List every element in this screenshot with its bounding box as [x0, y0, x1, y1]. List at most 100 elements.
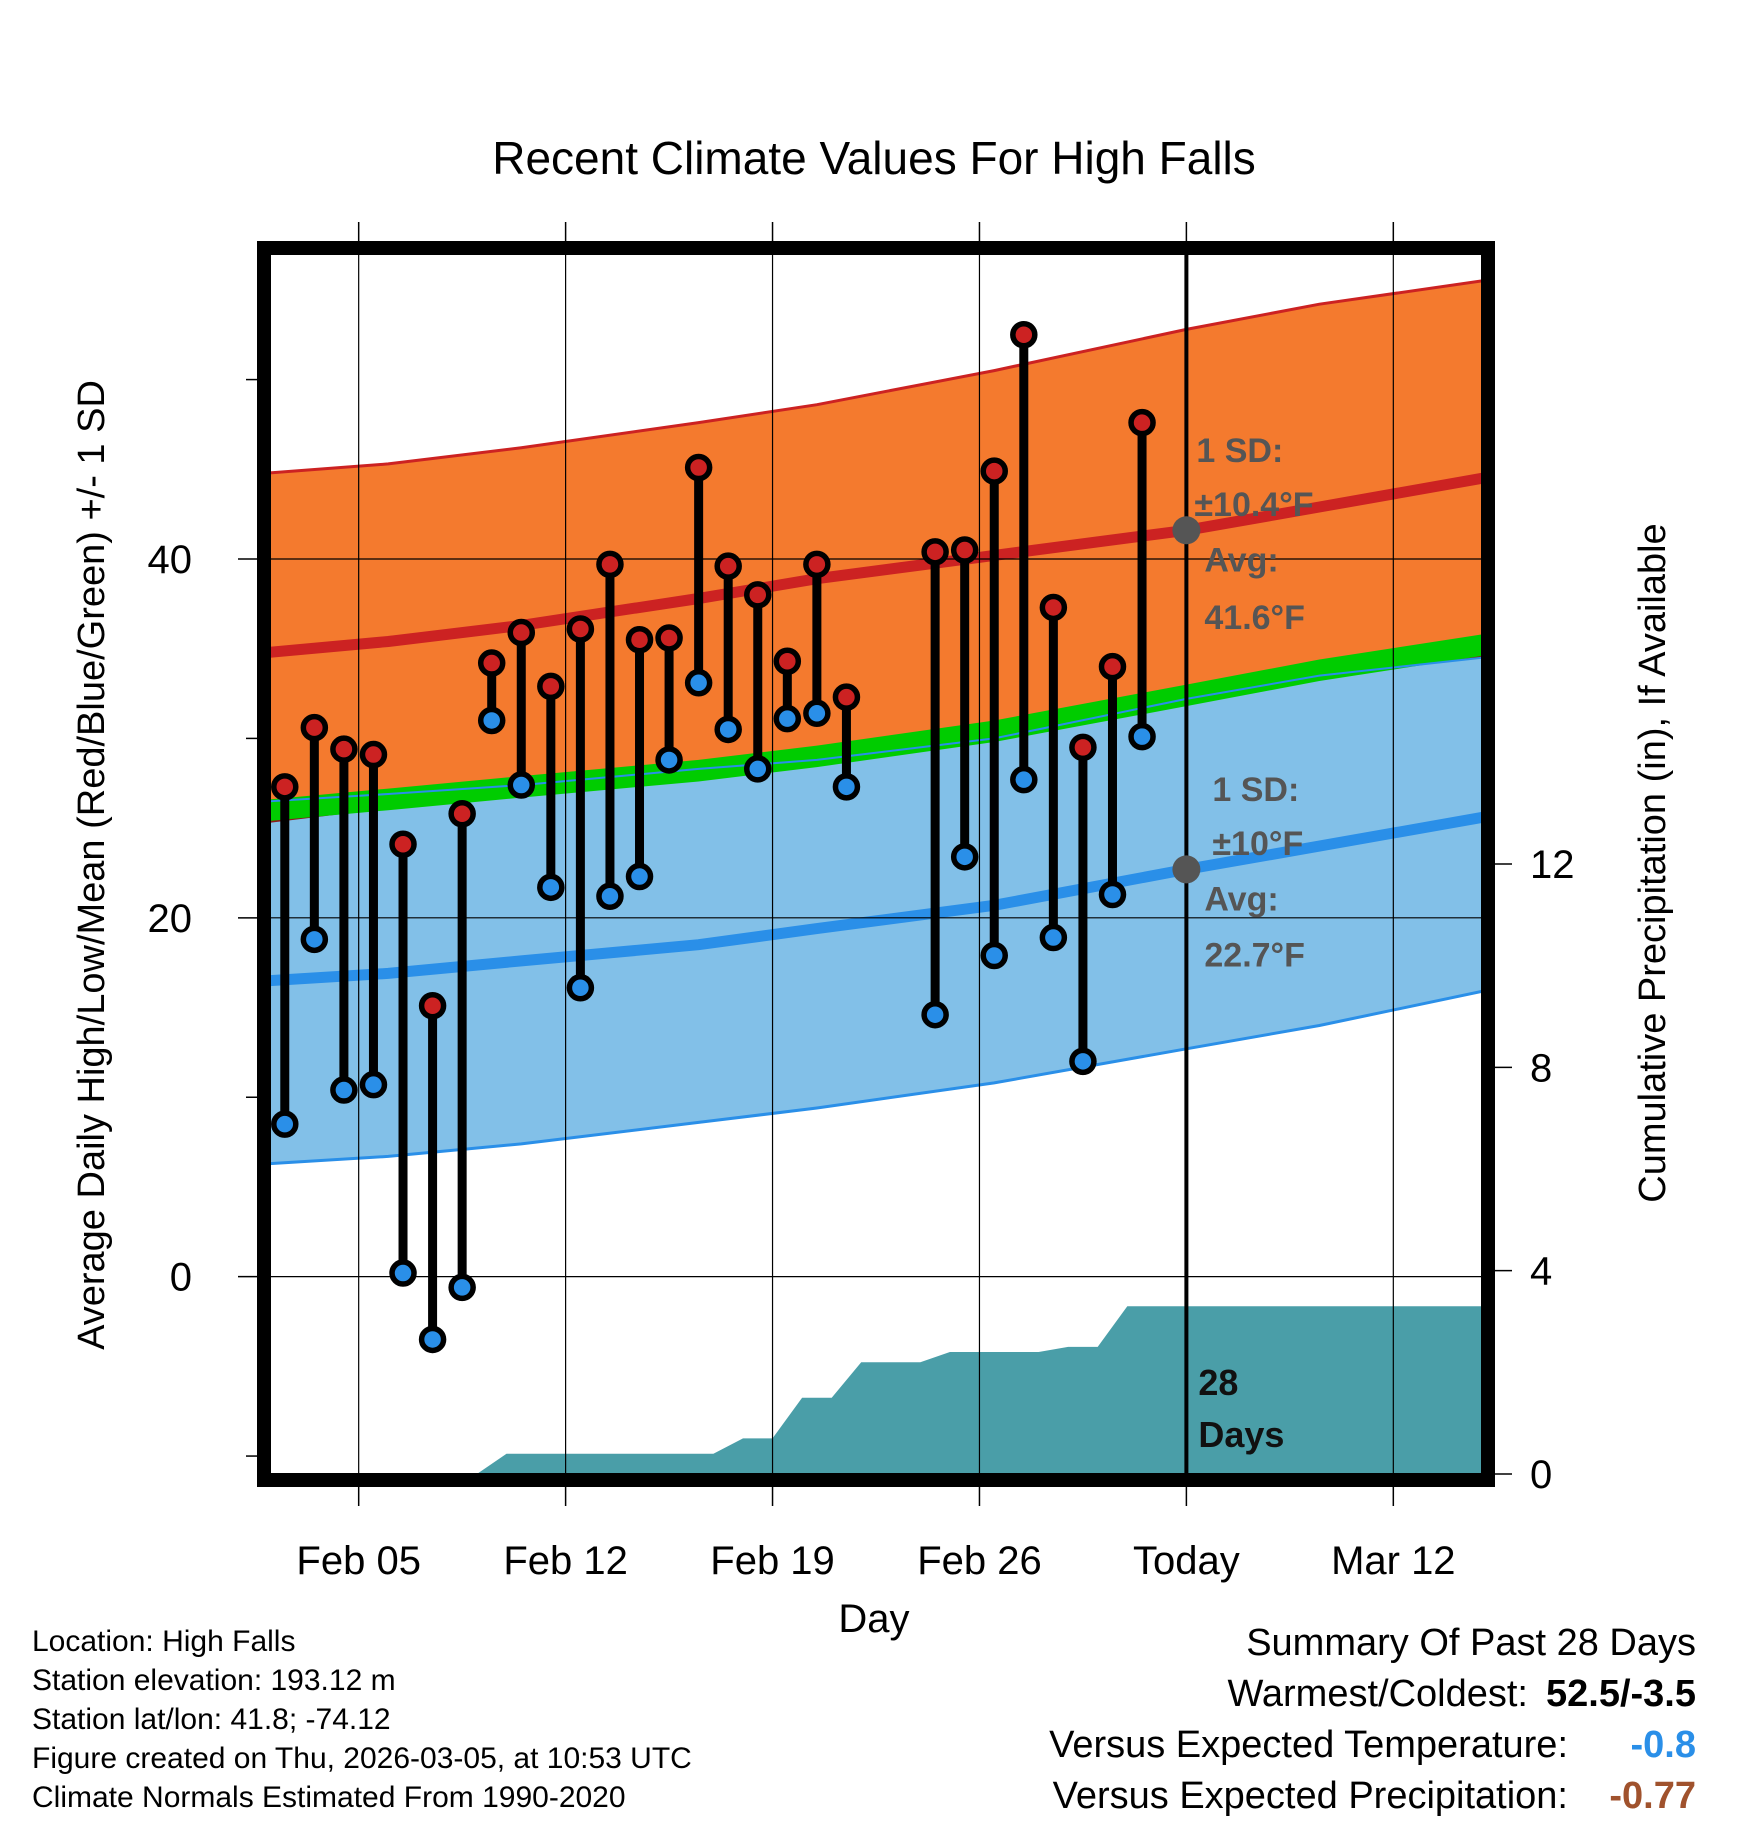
high-point [1128, 408, 1156, 437]
high-point [271, 773, 299, 801]
low-point [980, 941, 1008, 970]
today-low-avg-marker [1172, 855, 1201, 884]
y-tick-label: 20 [148, 897, 193, 941]
high-point [744, 581, 772, 609]
high-point [773, 647, 802, 676]
high-point [714, 552, 742, 580]
low-point [271, 1110, 299, 1138]
high-point [418, 991, 447, 1020]
y-tick-label: 40 [148, 538, 193, 582]
high-point [389, 830, 417, 859]
low-upper-line [270, 656, 1482, 803]
high-point [596, 550, 624, 579]
high-avg-label-2: 41.6°F [1204, 599, 1305, 637]
temp-value: -0.8 [1630, 1724, 1696, 1766]
low-point [1098, 880, 1127, 909]
high-point [980, 457, 1008, 485]
low-avg-label-1: Avg: [1204, 881, 1278, 919]
y-tick-label: 0 [170, 1256, 192, 1300]
high-point [950, 536, 979, 564]
y-axis-label: Average Daily High/Low/Mean (Red/Blue/Gr… [71, 380, 113, 1350]
summary-panel: Summary Of Past 28 Days Warmest/Coldest:… [1049, 1618, 1696, 1822]
y-right-tick-label: 4 [1530, 1250, 1552, 1294]
high-point [921, 538, 949, 566]
low-point [477, 706, 506, 735]
low-point [744, 755, 772, 783]
x-tick-label: Today [1133, 1539, 1240, 1583]
high-point [507, 618, 536, 647]
plot-frame [257, 241, 1495, 1487]
location-text: Location: High Falls [32, 1625, 296, 1658]
low-point [418, 1325, 447, 1354]
low-point [1039, 923, 1068, 952]
low-mean-line [270, 811, 1482, 987]
today-high-avg-marker [1172, 516, 1201, 545]
station-info: Location: High Falls Station elevation: … [32, 1622, 692, 1817]
x-tick-label: Feb 19 [710, 1539, 835, 1583]
high-point [537, 672, 565, 701]
high-sd-label-2: ±10.4°F [1194, 486, 1313, 524]
high-upper-line [270, 279, 1482, 475]
high-point [448, 800, 476, 828]
y-axis-label-right: Cumulative Precipitation (in), If Availa… [1632, 523, 1674, 1202]
precip-days-label-2: Days [1198, 1414, 1284, 1455]
x-tick-label: Mar 12 [1331, 1539, 1456, 1583]
x-tick-label: Feb 26 [917, 1539, 1042, 1583]
low-point [655, 746, 683, 774]
high-point [684, 453, 713, 482]
high-point [330, 735, 358, 763]
plot-area [270, 254, 1482, 1474]
y-right-tick-label: 0 [1530, 1453, 1552, 1497]
high-avg-label-1: Avg: [1204, 542, 1278, 580]
y-right-tick-label: 8 [1530, 1046, 1552, 1090]
low-avg-label-2: 22.7°F [1204, 936, 1305, 974]
low-point [448, 1273, 476, 1302]
temp-label: Versus Expected Temperature: [1049, 1724, 1568, 1766]
low-point [803, 699, 831, 728]
low-point [950, 843, 979, 871]
precip-label: Versus Expected Precipitation: [1052, 1775, 1568, 1817]
low-point [566, 974, 595, 1002]
precip-days-label-1: 28 [1198, 1362, 1238, 1403]
low-point [1069, 1047, 1097, 1076]
low-point [1010, 765, 1038, 794]
high-point [1039, 593, 1068, 622]
high-point [477, 649, 506, 677]
precip-value: -0.77 [1609, 1775, 1696, 1817]
high-point [625, 625, 654, 654]
high-point [359, 740, 388, 769]
low-point [537, 873, 565, 902]
high-point [655, 624, 683, 652]
summary-warm-cold-row: Warmest/Coldest: 52.5/-3.5 [1049, 1669, 1696, 1720]
high-point [803, 550, 831, 579]
low-point [625, 862, 654, 891]
warm-cold-value: 52.5/-3.5 [1546, 1673, 1696, 1715]
latlon-text: Station lat/lon: 41.8; -74.12 [32, 1703, 391, 1736]
low-point [714, 715, 742, 744]
low-point [684, 669, 713, 697]
high-point [300, 713, 329, 742]
low-point [330, 1076, 358, 1104]
high-point [1098, 652, 1127, 681]
elevation-text: Station elevation: 193.12 m [32, 1664, 396, 1697]
low-point [300, 925, 329, 954]
high-point [832, 683, 861, 711]
y-right-tick-label: 12 [1530, 843, 1575, 887]
low-point [773, 704, 802, 733]
low-sd-label-2: ±10°F [1212, 825, 1303, 863]
low-point [596, 882, 624, 911]
low-point [832, 773, 861, 801]
low-point [359, 1070, 388, 1099]
summary-temp-row: Versus Expected Temperature: -0.8 [1049, 1720, 1696, 1771]
x-axis-label: Day [838, 1597, 909, 1641]
low-point [389, 1259, 417, 1287]
high-sd-label-1: 1 SD: [1196, 432, 1283, 470]
low-point [921, 1000, 949, 1029]
x-tick-label: Feb 05 [296, 1539, 421, 1583]
warm-cold-label: Warmest/Coldest: [1227, 1673, 1528, 1715]
low-point [1128, 722, 1156, 751]
normals-text: Climate Normals Estimated From 1990-2020 [32, 1781, 626, 1814]
summary-title: Summary Of Past 28 Days [1246, 1622, 1696, 1664]
x-tick-label: Feb 12 [503, 1539, 628, 1583]
